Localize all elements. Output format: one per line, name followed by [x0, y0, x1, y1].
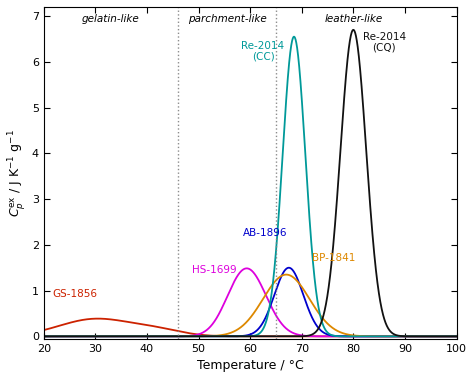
Text: GS-1856: GS-1856: [52, 289, 97, 299]
X-axis label: Temperature / °C: Temperature / °C: [197, 359, 303, 372]
Text: gelatin-like: gelatin-like: [82, 14, 140, 24]
Text: HS-1699: HS-1699: [191, 265, 237, 275]
Text: parchment-like: parchment-like: [188, 14, 266, 24]
Text: Re-2014
(CQ): Re-2014 (CQ): [363, 32, 406, 53]
Text: AB-1896: AB-1896: [243, 228, 288, 238]
Text: Re-2014
(CC): Re-2014 (CC): [241, 41, 284, 62]
Y-axis label: $C_p^{\rm ex}$ / J K$^{-1}$ g$^{-1}$: $C_p^{\rm ex}$ / J K$^{-1}$ g$^{-1}$: [7, 129, 29, 217]
Text: BP-1841: BP-1841: [312, 253, 356, 263]
Text: leather-like: leather-like: [324, 14, 383, 24]
